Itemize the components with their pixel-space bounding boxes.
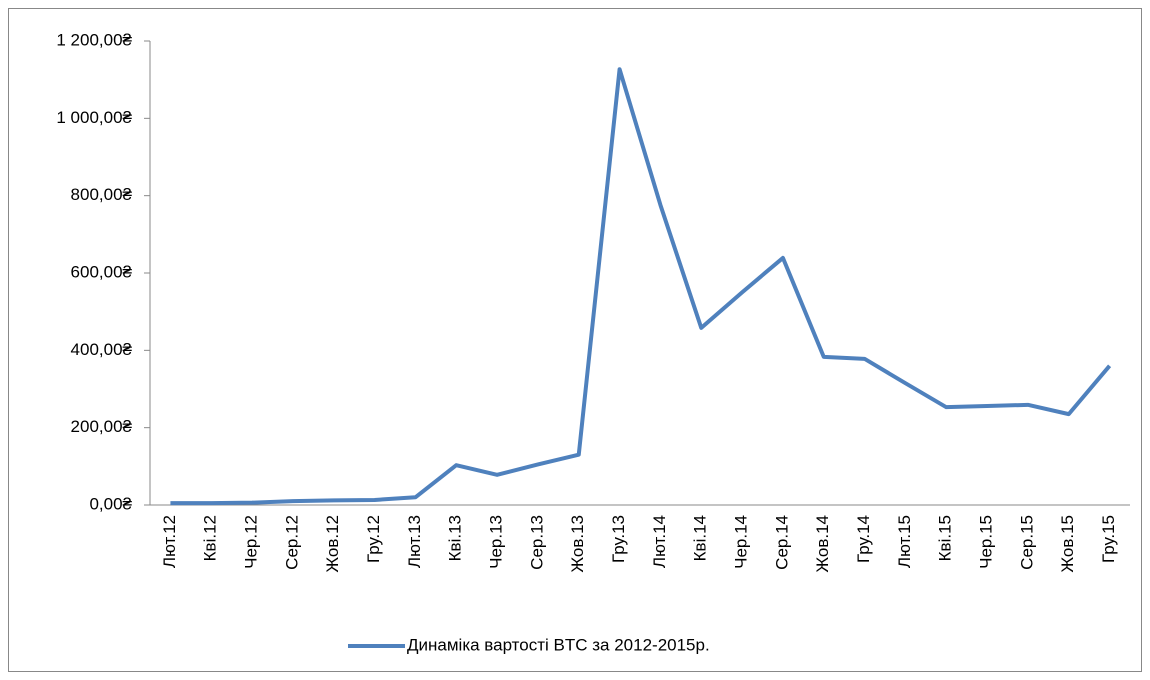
x-tick-label: Жов.12 <box>323 515 342 573</box>
x-tick-label: Лют.12 <box>160 515 179 568</box>
x-tick-label: Чер.15 <box>977 515 996 569</box>
x-tick-label: Гру.15 <box>1099 515 1118 563</box>
y-tick-label: 200,00₴ <box>71 417 133 436</box>
x-tick-label: Гру.12 <box>364 515 383 563</box>
chart-frame <box>8 8 1142 672</box>
x-tick-label: Гру.13 <box>609 515 628 563</box>
x-tick-label: Жов.14 <box>813 515 832 573</box>
x-tick-label: Сер.15 <box>1017 515 1036 570</box>
x-tick-label: Сер.14 <box>772 515 791 570</box>
x-tick-label: Лют.14 <box>650 515 669 568</box>
legend-label: Динаміка вартості BTC за 2012-2015р. <box>407 635 710 654</box>
y-tick-label: 400,00₴ <box>71 340 133 359</box>
x-tick-label: Кві.13 <box>446 515 465 561</box>
x-tick-label: Чер.13 <box>487 515 506 569</box>
x-tick-label: Гру.14 <box>854 515 873 563</box>
x-tick-label: Лют.13 <box>405 515 424 568</box>
y-tick-label: 0,00₴ <box>89 494 132 513</box>
x-tick-label: Кві.14 <box>691 515 710 561</box>
y-tick-label: 1 000,00₴ <box>56 108 132 127</box>
x-tick-label: Лют.15 <box>895 515 914 568</box>
x-tick-label: Жов.13 <box>568 515 587 573</box>
x-tick-label: Чер.14 <box>732 515 751 569</box>
x-tick-label: Чер.12 <box>242 515 261 569</box>
y-tick-label: 800,00₴ <box>71 185 133 204</box>
x-tick-label: Кві.12 <box>201 515 220 561</box>
x-tick-label: Жов.15 <box>1058 515 1077 573</box>
x-tick-label: Сер.13 <box>527 515 546 570</box>
x-tick-label: Кві.15 <box>936 515 955 561</box>
y-tick-label: 600,00₴ <box>71 262 133 281</box>
y-tick-label: 1 200,00₴ <box>56 30 132 49</box>
data-line <box>170 67 1112 506</box>
x-tick-label: Сер.12 <box>282 515 301 570</box>
